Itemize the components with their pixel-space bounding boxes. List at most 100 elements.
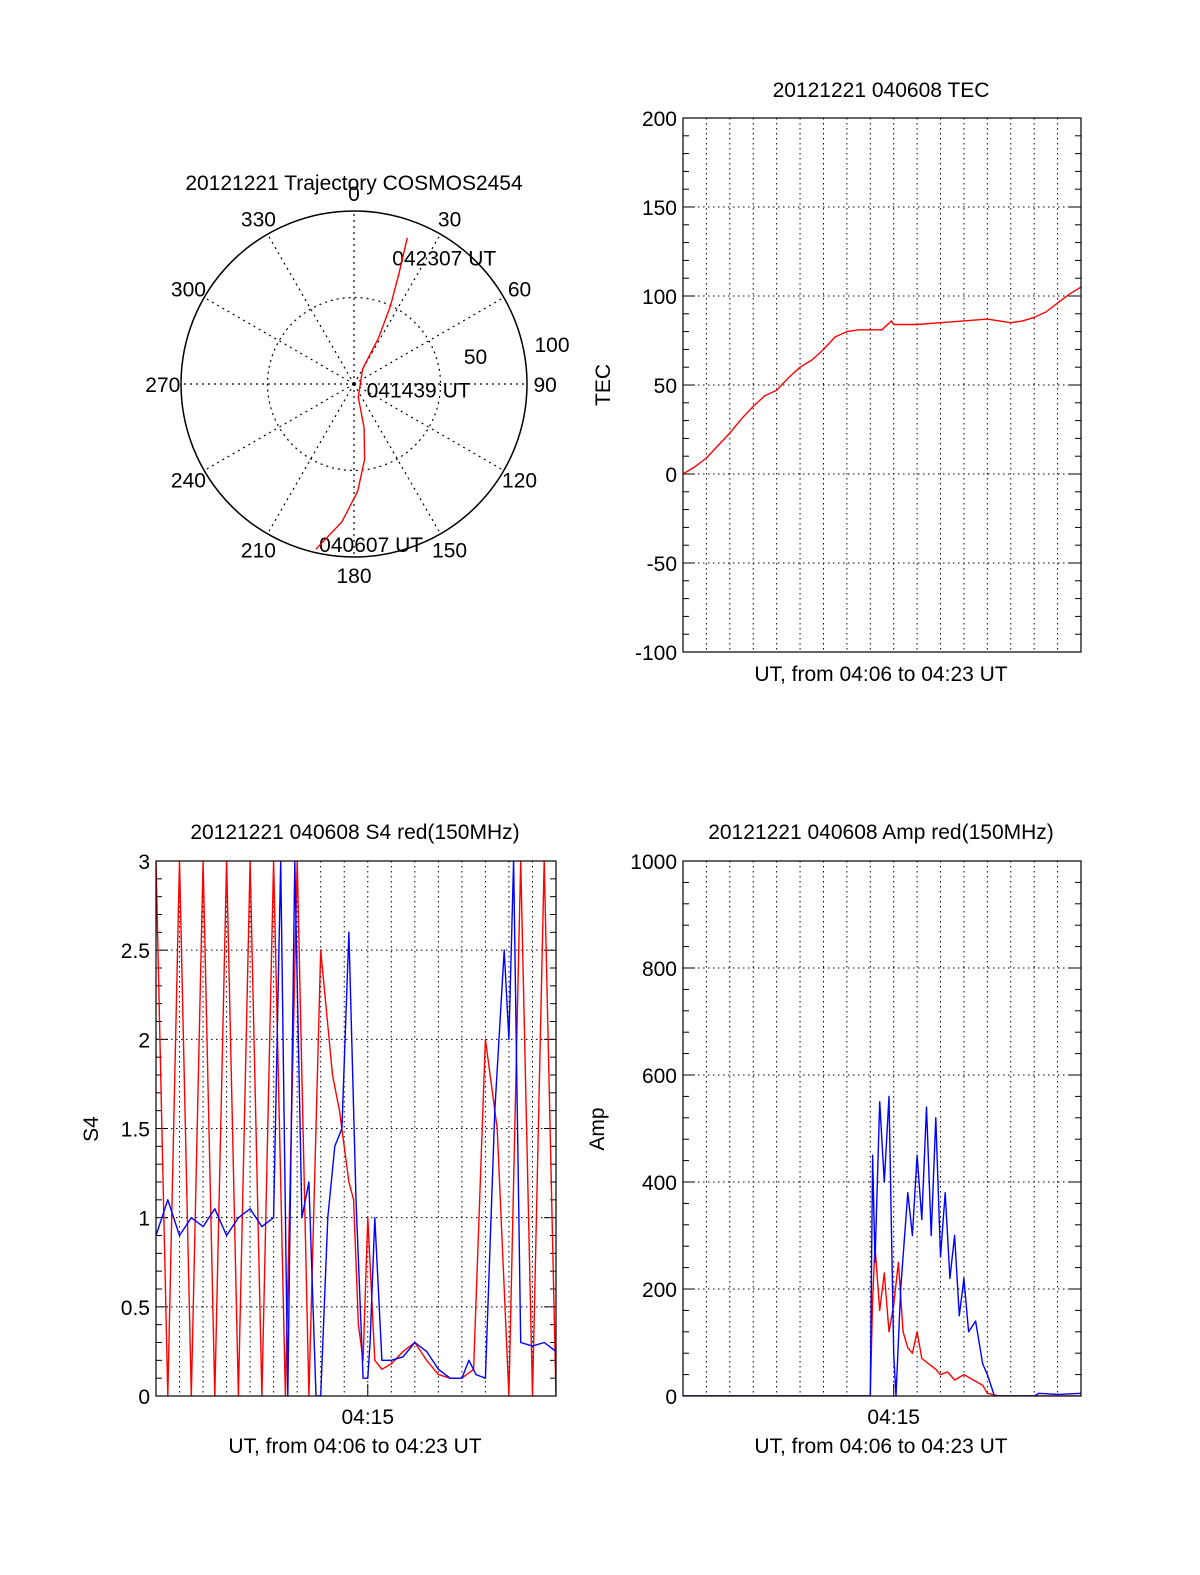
data-point-red: [374, 1359, 376, 1361]
polar-spoke: [266, 233, 355, 385]
data-point-red: [935, 1368, 937, 1370]
data-point-red: [390, 1363, 392, 1365]
polar-azimuth-label: 210: [241, 540, 276, 563]
plot-frame: [155, 860, 557, 1397]
data-point-blue: [426, 1350, 428, 1352]
data-point-blue: [963, 1277, 965, 1279]
data-point-blue: [982, 1363, 984, 1365]
data-point-red: [834, 336, 836, 338]
polar-spoke: [353, 383, 505, 472]
data-point-blue: [367, 1377, 369, 1379]
data-point-red: [484, 1038, 486, 1040]
polar-spoke: [353, 383, 442, 535]
data-point-red: [717, 444, 719, 447]
data-point-red: [916, 323, 918, 326]
polar-azimuth-label: 30: [438, 208, 461, 231]
data-point-blue: [167, 1199, 169, 1201]
polar-trajectory-panel: 20121221 Trajectory COSMOS2454 0 30 60 90 12…: [145, 172, 569, 588]
polar-spoke: [353, 233, 442, 385]
data-point-blue: [872, 1154, 874, 1156]
amp-ylabel: Amp: [586, 1107, 609, 1150]
tec-panel: 20121221 040608 TEC UT, from 04:06 to 04…: [592, 79, 1082, 686]
series-group: [683, 286, 1081, 475]
data-point-red: [437, 1374, 439, 1376]
polar-spoke: [266, 383, 355, 535]
polar-azimuth-label: 120: [502, 470, 537, 493]
data-point-blue: [390, 1359, 392, 1361]
data-point-blue: [327, 1217, 329, 1219]
data-point-blue: [986, 1374, 989, 1376]
data-point-blue: [226, 1234, 228, 1237]
data-point-red: [331, 1074, 334, 1076]
data-point-red: [752, 405, 754, 407]
y-tick-label: -50: [647, 553, 677, 576]
y-tick-label: 0: [665, 464, 677, 487]
y-tick-label: 150: [642, 197, 677, 220]
data-point-blue: [968, 1331, 970, 1333]
data-point-red: [986, 318, 989, 320]
data-point-red: [972, 1379, 974, 1381]
y-tick-label: 200: [642, 1279, 677, 1302]
y-tick-label: 200: [642, 108, 677, 131]
data-point-blue: [954, 1234, 956, 1237]
data-point-blue: [402, 1356, 404, 1358]
data-point-red: [348, 1181, 350, 1183]
data-point-blue: [958, 1315, 960, 1317]
data-point-red: [705, 457, 708, 459]
data-point-red: [381, 1368, 383, 1370]
data-point-red: [939, 322, 942, 324]
polar-grid-circle-50: [266, 296, 442, 472]
data-point-red: [729, 432, 731, 434]
data-point-blue: [475, 1374, 477, 1376]
x-tick-label: 04:15: [341, 1406, 394, 1429]
data-point-blue: [334, 1145, 336, 1147]
polar-azimuth-label: 90: [533, 374, 556, 397]
polar-azimuth-label: 270: [145, 374, 180, 397]
data-point-red: [694, 466, 696, 468]
data-point-blue: [874, 1261, 876, 1263]
tec-title: 20121221 040608 TEC: [773, 79, 990, 102]
polar-azimuth-label: 180: [336, 565, 371, 588]
data-point-blue: [249, 1208, 251, 1210]
data-point-blue: [975, 1320, 977, 1322]
data-point-red: [947, 1371, 949, 1373]
data-point-red: [1045, 311, 1047, 313]
data-point-blue: [930, 1234, 932, 1237]
data-point-red: [822, 348, 825, 350]
data-point-red: [846, 331, 848, 333]
data-point-red: [879, 1309, 881, 1311]
data-point-blue: [900, 1288, 902, 1290]
data-point-red: [357, 1324, 359, 1326]
data-point-blue: [925, 1106, 928, 1108]
data-point-red: [954, 1379, 956, 1381]
data-point-red: [904, 323, 907, 326]
data-point-red: [939, 1374, 942, 1376]
data-point-red: [897, 1261, 900, 1263]
data-point-red: [367, 1217, 369, 1219]
plot-frame: [682, 860, 1082, 1397]
y-tick-label: 0: [138, 1386, 150, 1409]
data-point-blue: [273, 1217, 275, 1219]
data-point-red: [338, 1110, 341, 1112]
data-point-blue: [214, 1208, 216, 1210]
plot-frame: [682, 117, 1082, 653]
polar-track: [315, 237, 408, 550]
data-point-blue: [449, 1377, 451, 1379]
data-point-red: [343, 1145, 345, 1147]
series-line-blue: [156, 861, 556, 1396]
polar-radius-label: 50: [464, 346, 487, 369]
data-point-blue: [1038, 1392, 1040, 1394]
polar-trajectory-line: [315, 237, 408, 550]
data-point-blue: [348, 931, 350, 933]
y-tick-label: 1.5: [121, 1119, 150, 1142]
data-point-red: [921, 1357, 923, 1360]
y-tick-label: 2: [138, 1029, 150, 1052]
polar-azimuth-label: 240: [171, 470, 206, 493]
tec-xlabel: UT, from 04:06 to 04:23 UT: [754, 663, 1007, 686]
data-point-red: [883, 1272, 885, 1274]
data-point-red: [963, 1374, 965, 1376]
data-point-blue: [949, 1277, 951, 1279]
polar-azimuth-label: 0: [348, 183, 360, 206]
